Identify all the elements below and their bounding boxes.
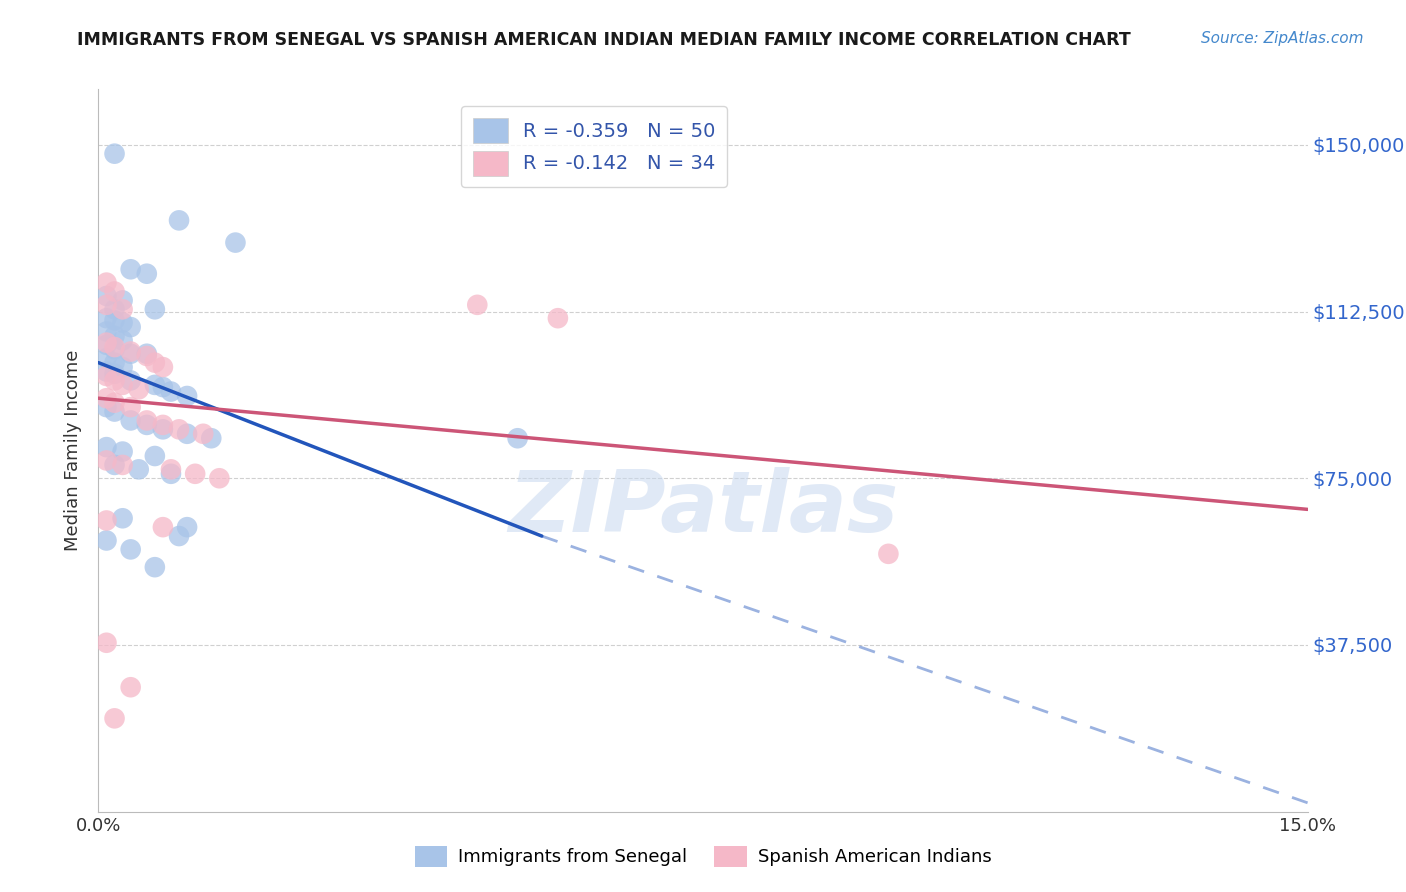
Point <box>128 462 150 476</box>
Point <box>96 440 118 454</box>
Point <box>120 400 142 414</box>
Point <box>103 146 125 161</box>
Point <box>143 377 166 392</box>
Point <box>143 302 166 317</box>
Point <box>111 458 134 472</box>
Point <box>120 262 142 277</box>
Point <box>103 711 125 725</box>
Point <box>103 302 125 317</box>
Point <box>152 380 174 394</box>
Point <box>103 329 125 343</box>
Point <box>111 302 134 317</box>
Point <box>135 413 157 427</box>
Text: ZIPatlas: ZIPatlas <box>508 467 898 549</box>
Point <box>111 511 134 525</box>
Point <box>120 373 142 387</box>
Point <box>103 343 125 357</box>
Point <box>96 298 118 312</box>
Point <box>120 347 142 361</box>
Point <box>143 560 166 574</box>
Point <box>96 325 118 339</box>
Point <box>143 449 166 463</box>
Legend: R = -0.359   N = 50, R = -0.142   N = 34: R = -0.359 N = 50, R = -0.142 N = 34 <box>461 106 727 187</box>
Point <box>143 356 166 370</box>
Point <box>111 316 134 330</box>
Point <box>96 514 118 528</box>
Point <box>96 335 118 350</box>
Text: Source: ZipAtlas.com: Source: ZipAtlas.com <box>1201 31 1364 46</box>
Point <box>96 338 118 352</box>
Point <box>152 422 174 436</box>
Y-axis label: Median Family Income: Median Family Income <box>63 350 82 551</box>
Text: IMMIGRANTS FROM SENEGAL VS SPANISH AMERICAN INDIAN MEDIAN FAMILY INCOME CORRELAT: IMMIGRANTS FROM SENEGAL VS SPANISH AMERI… <box>77 31 1130 49</box>
Legend: Immigrants from Senegal, Spanish American Indians: Immigrants from Senegal, Spanish America… <box>408 838 998 874</box>
Point <box>103 340 125 354</box>
Point <box>167 529 190 543</box>
Point <box>167 422 190 436</box>
Point <box>96 311 118 326</box>
Point <box>135 349 157 363</box>
Point <box>96 400 118 414</box>
Point <box>877 547 900 561</box>
Point <box>160 462 183 476</box>
Point <box>120 413 142 427</box>
Point <box>208 471 231 485</box>
Point <box>120 344 142 359</box>
Point <box>111 293 134 308</box>
Point <box>135 417 157 432</box>
Point <box>111 360 134 375</box>
Point <box>96 369 118 384</box>
Point <box>152 520 174 534</box>
Point <box>152 360 174 375</box>
Point <box>96 276 118 290</box>
Point <box>103 285 125 299</box>
Point <box>160 467 183 481</box>
Point <box>160 384 183 399</box>
Point <box>135 267 157 281</box>
Point <box>152 417 174 432</box>
Point <box>547 311 569 326</box>
Point <box>96 289 118 303</box>
Point <box>103 395 125 409</box>
Point <box>103 367 125 381</box>
Point <box>135 347 157 361</box>
Point <box>96 453 118 467</box>
Point <box>111 444 134 458</box>
Point <box>176 426 198 441</box>
Point <box>96 351 118 366</box>
Point <box>167 213 190 227</box>
Point <box>200 431 222 445</box>
Point <box>96 365 118 379</box>
Point <box>96 533 118 548</box>
Point <box>176 389 198 403</box>
Point <box>176 520 198 534</box>
Point <box>103 356 125 370</box>
Point <box>103 313 125 327</box>
Point <box>120 320 142 334</box>
Point <box>103 458 125 472</box>
Point <box>103 373 125 387</box>
Point <box>111 334 134 348</box>
Point <box>103 404 125 418</box>
Point <box>193 426 215 441</box>
Point <box>96 636 118 650</box>
Point <box>184 467 207 481</box>
Point <box>465 298 488 312</box>
Point <box>224 235 246 250</box>
Point <box>128 382 150 396</box>
Point <box>506 431 529 445</box>
Point <box>120 542 142 557</box>
Point <box>96 391 118 405</box>
Point <box>120 680 142 694</box>
Point <box>111 377 134 392</box>
